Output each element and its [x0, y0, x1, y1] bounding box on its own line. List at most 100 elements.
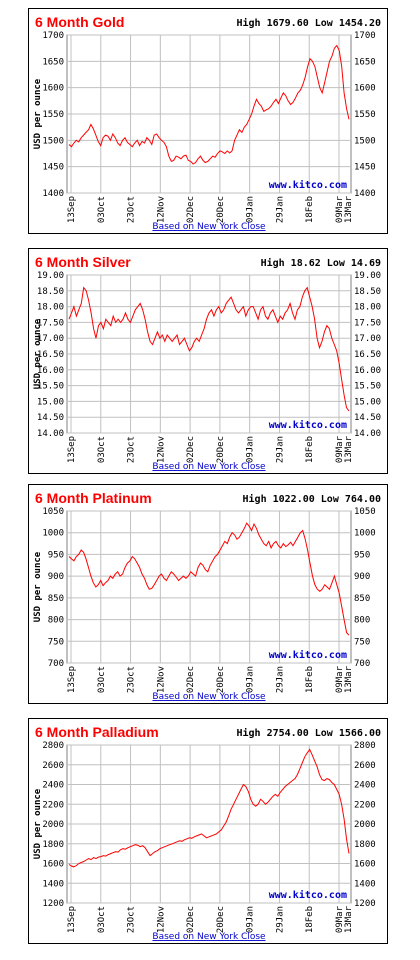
y-tick-label-left: 1800 — [42, 840, 64, 850]
x-tick-label: 02Dec — [186, 906, 196, 933]
y-tick-label-right: 2600 — [354, 761, 376, 771]
y-tick-label-right: 1400 — [354, 879, 376, 889]
y-tick-label-left: 900 — [48, 572, 64, 582]
y-tick-label-left: 14.50 — [37, 413, 64, 423]
y-tick-label-left: 1650 — [42, 57, 64, 67]
y-tick-label-right: 17.00 — [354, 334, 381, 344]
silver-chart: 6 Month Silver High 18.62 Low 14.69 14.00 1… — [28, 248, 388, 474]
price-line — [68, 748, 350, 868]
y-tick-label-left: 1400 — [42, 879, 64, 889]
y-tick-label-right: 2800 — [354, 741, 376, 751]
y-tick-label-left: 15.00 — [37, 397, 64, 407]
x-tick-label: 20Dec — [216, 196, 226, 223]
price-line — [68, 286, 350, 412]
y-tick-label-left: 17.00 — [37, 334, 64, 344]
x-tick-label: 23Oct — [127, 666, 137, 693]
x-tick-label: 23Oct — [127, 906, 137, 933]
chart-title: 6 Month Palladium — [35, 724, 159, 740]
x-tick-label: 18Feb — [305, 196, 315, 223]
x-tick-label: 02Dec — [186, 666, 196, 693]
y-axis-label: USD per ounce — [33, 318, 43, 389]
source-label[interactable]: www.kitco.com — [269, 649, 347, 661]
y-tick-label-left: 16.00 — [37, 366, 64, 376]
y-tick-label-left: 1550 — [42, 110, 64, 120]
x-tick-label: 29Jan — [275, 666, 285, 693]
gold-chart: 6 Month Gold High 1679.60 Low 1454.20 1400… — [28, 8, 388, 234]
close-basis-note[interactable]: Based on New York Close — [152, 222, 266, 232]
y-tick-label-left: 800 — [48, 616, 64, 626]
y-tick-label-left: 950 — [48, 550, 64, 560]
chart-title: 6 Month Gold — [35, 14, 124, 30]
x-tick-label: 02Dec — [186, 196, 196, 223]
y-tick-label-right: 15.00 — [354, 397, 381, 407]
y-tick-label-right: 1000 — [354, 529, 376, 539]
x-tick-label: 12Nov — [156, 196, 166, 223]
y-tick-label-right: 1050 — [354, 507, 376, 517]
y-tick-label-left: 750 — [48, 637, 64, 647]
y-tick-label-left: 14.00 — [37, 429, 64, 439]
x-tick-label: 13Sep — [67, 906, 77, 933]
x-tick-label: 09Jan — [246, 196, 256, 223]
y-tick-label-right: 1550 — [354, 110, 376, 120]
x-tick-label: 12Nov — [156, 436, 166, 463]
y-tick-label-left: 1600 — [42, 860, 64, 870]
y-tick-label-left: 1400 — [42, 189, 64, 199]
x-tick-label: 09Jan — [246, 666, 256, 693]
y-tick-label-left: 18.50 — [37, 287, 64, 297]
source-label[interactable]: www.kitco.com — [269, 419, 347, 431]
close-basis-note[interactable]: Based on New York Close — [152, 692, 266, 702]
y-tick-label-left: 850 — [48, 594, 64, 604]
y-tick-label-right: 2000 — [354, 820, 376, 830]
price-line — [68, 522, 350, 636]
y-tick-label-right: 18.00 — [354, 303, 381, 313]
y-tick-label-left: 2000 — [42, 820, 64, 830]
x-tick-label: 03Oct — [97, 196, 107, 223]
high-low-label: High 1022.00 Low 764.00 — [243, 493, 381, 505]
x-tick-label: 03Oct — [97, 436, 107, 463]
y-tick-label-left: 16.50 — [37, 350, 64, 360]
y-tick-label-right: 1600 — [354, 860, 376, 870]
x-tick-label: 09Mar — [335, 665, 345, 693]
y-tick-label-left: 2800 — [42, 741, 64, 751]
y-tick-label-right: 850 — [354, 594, 370, 604]
x-tick-label: 29Jan — [275, 436, 285, 463]
y-tick-label-left: 2400 — [42, 781, 64, 791]
close-basis-note[interactable]: Based on New York Close — [152, 932, 266, 942]
x-tick-label: 09Mar — [335, 905, 345, 933]
chart-svg: 6 Month Gold High 1679.60 Low 1454.20 1400… — [33, 14, 382, 232]
source-label[interactable]: www.kitco.com — [269, 179, 347, 191]
y-tick-label-left: 1200 — [42, 899, 64, 909]
y-tick-label-right: 15.50 — [354, 382, 381, 392]
y-tick-label-right: 1800 — [354, 840, 376, 850]
x-tick-label: 13Mar — [344, 435, 354, 463]
source-label[interactable]: www.kitco.com — [269, 889, 347, 901]
high-low-label: High 1679.60 Low 1454.20 — [237, 17, 382, 29]
y-tick-label-right: 14.50 — [354, 413, 381, 423]
y-tick-label-right: 1600 — [354, 84, 376, 94]
y-tick-label-right: 1650 — [354, 57, 376, 67]
y-tick-label-right: 1450 — [354, 163, 376, 173]
x-tick-label: 09Jan — [246, 436, 256, 463]
x-tick-label: 13Mar — [344, 665, 354, 693]
y-tick-label-left: 18.00 — [37, 303, 64, 313]
high-low-label: High 2754.00 Low 1566.00 — [237, 727, 382, 739]
y-tick-label-right: 1400 — [354, 189, 376, 199]
high-low-label: High 18.62 Low 14.69 — [261, 257, 381, 269]
x-tick-label: 09Mar — [335, 195, 345, 223]
y-tick-label-right: 2400 — [354, 781, 376, 791]
x-tick-label: 29Jan — [275, 196, 285, 223]
y-tick-label-right: 950 — [354, 550, 370, 560]
x-tick-label: 09Mar — [335, 435, 345, 463]
x-tick-label: 18Feb — [305, 436, 315, 463]
x-tick-label: 12Nov — [156, 906, 166, 933]
y-tick-label-left: 1050 — [42, 507, 64, 517]
y-axis-label: USD per ounce — [33, 78, 43, 149]
y-tick-label-left: 1500 — [42, 136, 64, 146]
x-tick-label: 12Nov — [156, 666, 166, 693]
x-tick-label: 20Dec — [216, 666, 226, 693]
close-basis-note[interactable]: Based on New York Close — [152, 462, 266, 472]
price-line — [68, 44, 350, 165]
y-tick-label-left: 1700 — [42, 31, 64, 41]
y-tick-label-right: 17.50 — [354, 318, 381, 328]
